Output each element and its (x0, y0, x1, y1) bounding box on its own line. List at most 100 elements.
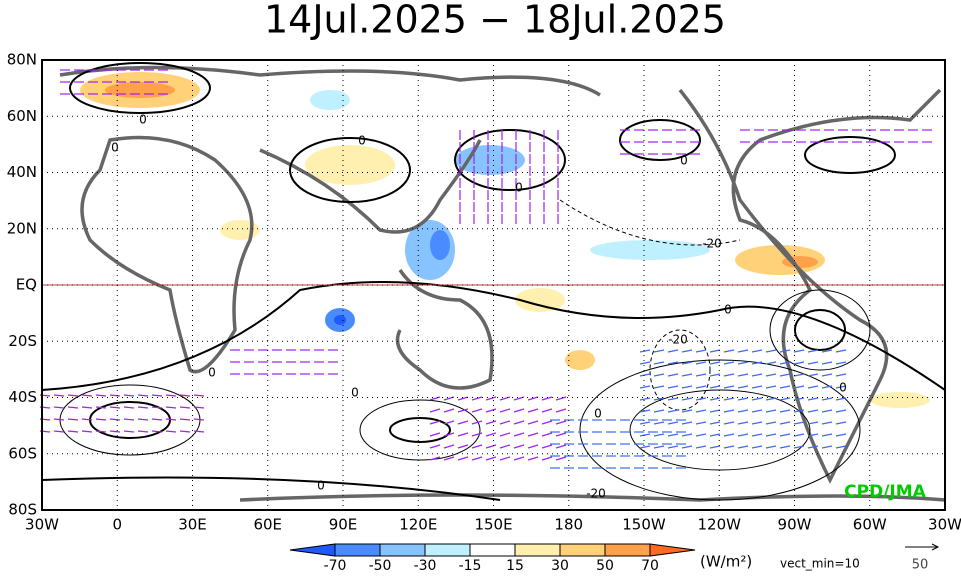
wind-arrow (667, 421, 679, 425)
wind-arrow (793, 445, 805, 449)
wind-arrow (821, 409, 833, 413)
wind-arrow (457, 444, 469, 449)
colorbar-triangle (289, 543, 336, 557)
wind-arrow (485, 456, 497, 461)
wind-arrow (499, 456, 511, 461)
lon-label: 150E (474, 516, 512, 534)
wind-arrow (555, 456, 567, 461)
wind-arrow (53, 430, 65, 433)
wind-arrow (709, 385, 721, 389)
wind-arrow (457, 408, 469, 413)
wind-arrow (793, 433, 805, 437)
wind-arrow (95, 418, 107, 421)
lon-label: 180 (554, 516, 583, 534)
wind-arrow (429, 432, 441, 437)
wind-arrow (541, 420, 553, 425)
wind-arrow (541, 444, 553, 449)
wind-arrow (485, 444, 497, 449)
wind-vectors (39, 69, 932, 469)
wind-arrow (499, 420, 511, 425)
wind-arrow (779, 445, 791, 449)
colorbar-segment (424, 543, 471, 557)
colorbar-tick-label: -15 (459, 558, 482, 574)
wind-arrow (807, 433, 819, 437)
wind-arrow (681, 445, 693, 449)
wind-arrow (793, 361, 805, 365)
colorbar-tick-label: -30 (414, 558, 437, 574)
wind-arrow (835, 421, 847, 425)
wind-arrow (555, 408, 567, 413)
lon-label: 90E (329, 516, 358, 534)
wind-arrow (667, 445, 679, 449)
wind-arrow (709, 433, 721, 437)
wind-arrow (723, 385, 735, 389)
wind-arrow (681, 373, 693, 377)
wind-arrow (681, 433, 693, 437)
wind-arrow (527, 396, 539, 401)
reference-arrowhead (931, 543, 940, 551)
wind-arrow (471, 456, 483, 461)
wind-arrow (151, 418, 163, 421)
wind-arrow (793, 349, 805, 353)
lon-label: 0 (112, 516, 122, 534)
wind-arrow (709, 397, 721, 401)
wind-arrow (807, 349, 819, 353)
wind-arrow (681, 385, 693, 389)
title: 14Jul.2025 − 18Jul.2025 (264, 0, 726, 42)
colorbar-segment (514, 543, 561, 557)
colorbar-tick-label: 15 (506, 558, 524, 574)
contour-label: 0 (139, 113, 147, 127)
wind-arrow (429, 456, 441, 461)
wind-arrow (695, 385, 707, 389)
wind-arrow (765, 373, 777, 377)
wind-arrow (751, 409, 763, 413)
wind-arrow (499, 444, 511, 449)
lat-label: EQ (16, 276, 37, 294)
wind-arrow (835, 361, 847, 365)
wind-arrow (137, 418, 149, 421)
wind-arrow (137, 430, 149, 433)
wind-arrow (67, 418, 79, 421)
wind-arrow (429, 420, 441, 425)
wind-arrow (779, 373, 791, 377)
wind-arrow (471, 420, 483, 425)
contour-label: 0 (594, 407, 602, 421)
wind-arrow (457, 432, 469, 437)
wind-arrow (541, 396, 553, 401)
wind-arrow (95, 406, 107, 409)
wind-arrow (443, 444, 455, 449)
wind-arrow (109, 406, 121, 409)
wind-arrow (779, 421, 791, 425)
wind-arrow (653, 421, 665, 425)
wind-arrow (165, 406, 177, 409)
wind-arrow (751, 349, 763, 353)
wind-arrow (835, 397, 847, 401)
wind-arrow (527, 420, 539, 425)
wind-arrow (793, 409, 805, 413)
map: CPD/JMA 0 0 0 0 0 0 0 0 0 0 0 -20 -20 -20 (39, 59, 946, 511)
wind-arrow (667, 397, 679, 401)
wind-arrow (751, 361, 763, 365)
lon-label: 120E (399, 516, 437, 534)
wind-arrow (695, 373, 707, 377)
wind-arrow (765, 397, 777, 401)
wind-arrow (723, 445, 735, 449)
reference-vector-label: 50 (912, 558, 929, 573)
wind-arrow (639, 445, 651, 449)
wind-arrow (793, 397, 805, 401)
wind-arrow (499, 408, 511, 413)
wind-arrow (429, 396, 441, 401)
wind-arrow (723, 349, 735, 353)
contour-label: 0 (358, 134, 366, 148)
wind-arrow (165, 430, 177, 433)
wind-arrow (667, 433, 679, 437)
wind-arrow (471, 444, 483, 449)
wind-arrow (821, 349, 833, 353)
wind-arrow (109, 430, 121, 433)
wind-arrow (709, 421, 721, 425)
wind-arrow (67, 430, 79, 433)
wind-arrow (653, 397, 665, 401)
wind-arrow (835, 349, 847, 353)
wind-arrow (653, 445, 665, 449)
lat-label: 40N (7, 163, 37, 181)
